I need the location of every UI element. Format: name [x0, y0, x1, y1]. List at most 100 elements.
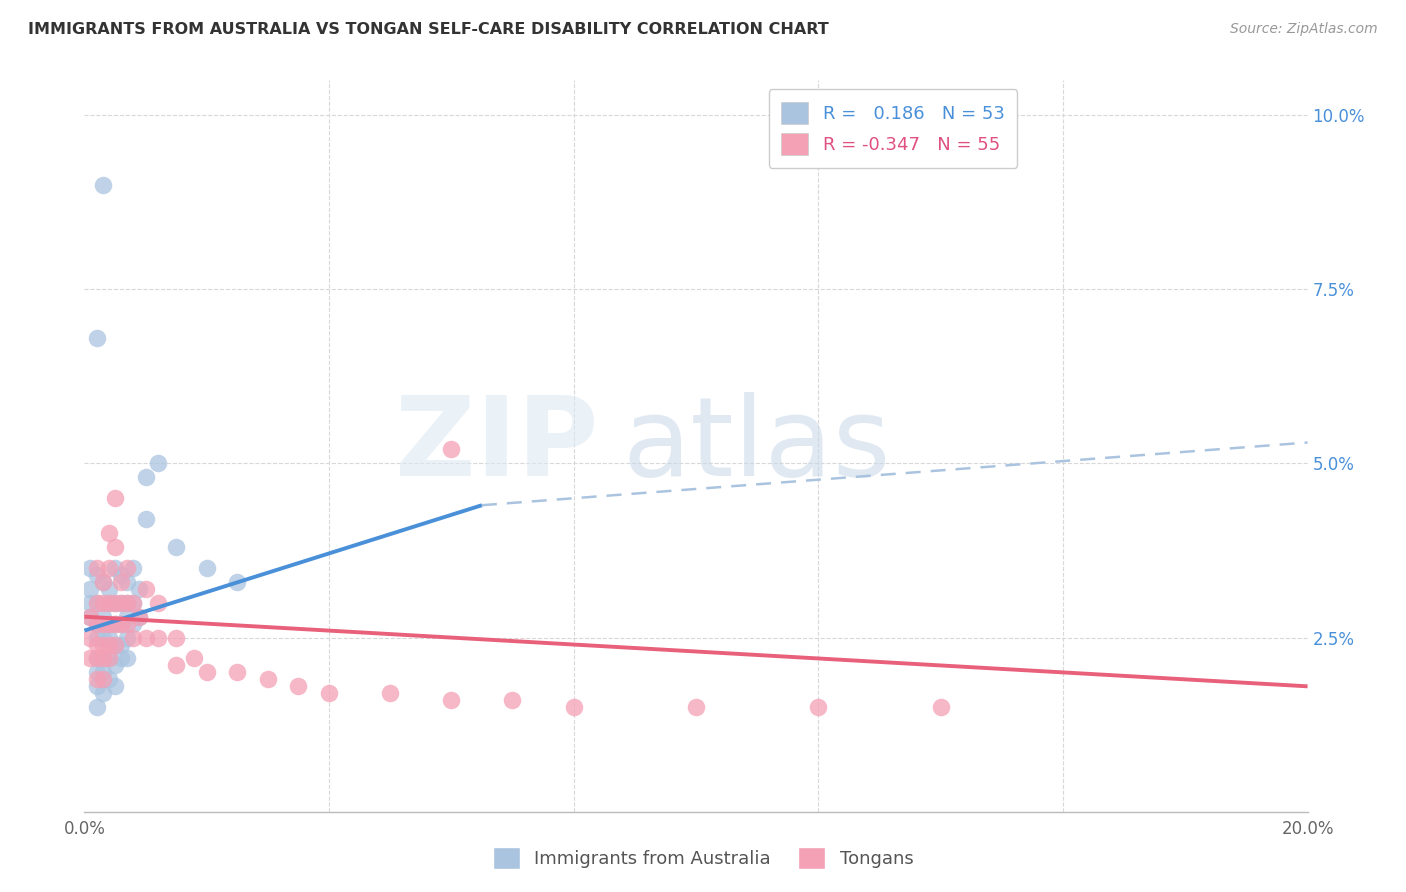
Point: [115, 651, 138, 665]
Point: [86, 638, 108, 652]
Point: [86, 596, 108, 610]
Point: [91, 574, 114, 589]
Point: [104, 491, 127, 506]
Point: [165, 631, 187, 645]
Point: [122, 561, 145, 575]
Point: [97, 673, 120, 687]
Point: [79, 609, 101, 624]
Point: [91, 686, 114, 700]
Point: [287, 679, 309, 693]
Point: [146, 457, 169, 471]
Point: [110, 616, 132, 631]
Point: [86, 567, 108, 582]
Point: [97, 651, 120, 665]
Point: [135, 512, 157, 526]
Point: [502, 693, 524, 707]
Point: [97, 561, 120, 575]
Point: [79, 582, 101, 596]
Point: [86, 596, 108, 610]
Point: [86, 616, 108, 631]
Point: [104, 596, 127, 610]
Point: [91, 178, 114, 192]
Point: [195, 561, 218, 575]
Point: [110, 567, 132, 582]
Point: [91, 638, 114, 652]
Point: [110, 616, 132, 631]
Point: [97, 596, 120, 610]
Point: [146, 596, 169, 610]
Point: [440, 442, 463, 457]
Point: [104, 638, 127, 652]
Point: [562, 700, 585, 714]
Point: [685, 700, 707, 714]
Point: [86, 616, 108, 631]
Point: [929, 700, 952, 714]
Point: [97, 616, 120, 631]
Point: [91, 609, 114, 624]
Point: [115, 616, 138, 631]
Point: [380, 686, 402, 700]
Point: [86, 631, 108, 645]
Point: [110, 651, 132, 665]
Point: [86, 665, 108, 680]
Point: [91, 596, 114, 610]
Point: [122, 616, 145, 631]
Text: atlas: atlas: [623, 392, 891, 500]
Point: [115, 561, 138, 575]
Point: [110, 596, 132, 610]
Point: [115, 596, 138, 610]
Point: [86, 700, 108, 714]
Point: [97, 596, 120, 610]
Point: [79, 596, 101, 610]
Text: Source: ZipAtlas.com: Source: ZipAtlas.com: [1230, 22, 1378, 37]
Text: IMMIGRANTS FROM AUSTRALIA VS TONGAN SELF-CARE DISABILITY CORRELATION CHART: IMMIGRANTS FROM AUSTRALIA VS TONGAN SELF…: [28, 22, 830, 37]
Point: [91, 616, 114, 631]
Point: [86, 561, 108, 575]
Point: [79, 651, 101, 665]
Point: [86, 331, 108, 345]
Point: [97, 631, 120, 645]
Point: [91, 574, 114, 589]
Point: [146, 631, 169, 645]
Point: [104, 540, 127, 554]
Point: [165, 658, 187, 673]
Point: [110, 638, 132, 652]
Point: [110, 596, 132, 610]
Point: [86, 679, 108, 693]
Point: [86, 651, 108, 665]
Point: [226, 574, 249, 589]
Legend: Immigrants from Australia, Tongans: Immigrants from Australia, Tongans: [484, 838, 922, 879]
Point: [97, 582, 120, 596]
Point: [122, 596, 145, 610]
Point: [91, 631, 114, 645]
Point: [104, 561, 127, 575]
Point: [86, 673, 108, 687]
Point: [104, 638, 127, 652]
Point: [128, 609, 150, 624]
Point: [110, 574, 132, 589]
Point: [97, 651, 120, 665]
Point: [318, 686, 340, 700]
Point: [97, 638, 120, 652]
Point: [122, 631, 145, 645]
Point: [97, 616, 120, 631]
Point: [104, 616, 127, 631]
Point: [104, 596, 127, 610]
Point: [97, 526, 120, 541]
Point: [104, 658, 127, 673]
Point: [104, 679, 127, 693]
Point: [79, 631, 101, 645]
Point: [104, 616, 127, 631]
Point: [128, 582, 150, 596]
Point: [115, 609, 138, 624]
Point: [195, 665, 218, 680]
Text: ZIP: ZIP: [395, 392, 598, 500]
Point: [91, 651, 114, 665]
Point: [135, 470, 157, 484]
Point: [128, 609, 150, 624]
Point: [257, 673, 280, 687]
Point: [91, 665, 114, 680]
Point: [115, 596, 138, 610]
Point: [226, 665, 249, 680]
Point: [135, 582, 157, 596]
